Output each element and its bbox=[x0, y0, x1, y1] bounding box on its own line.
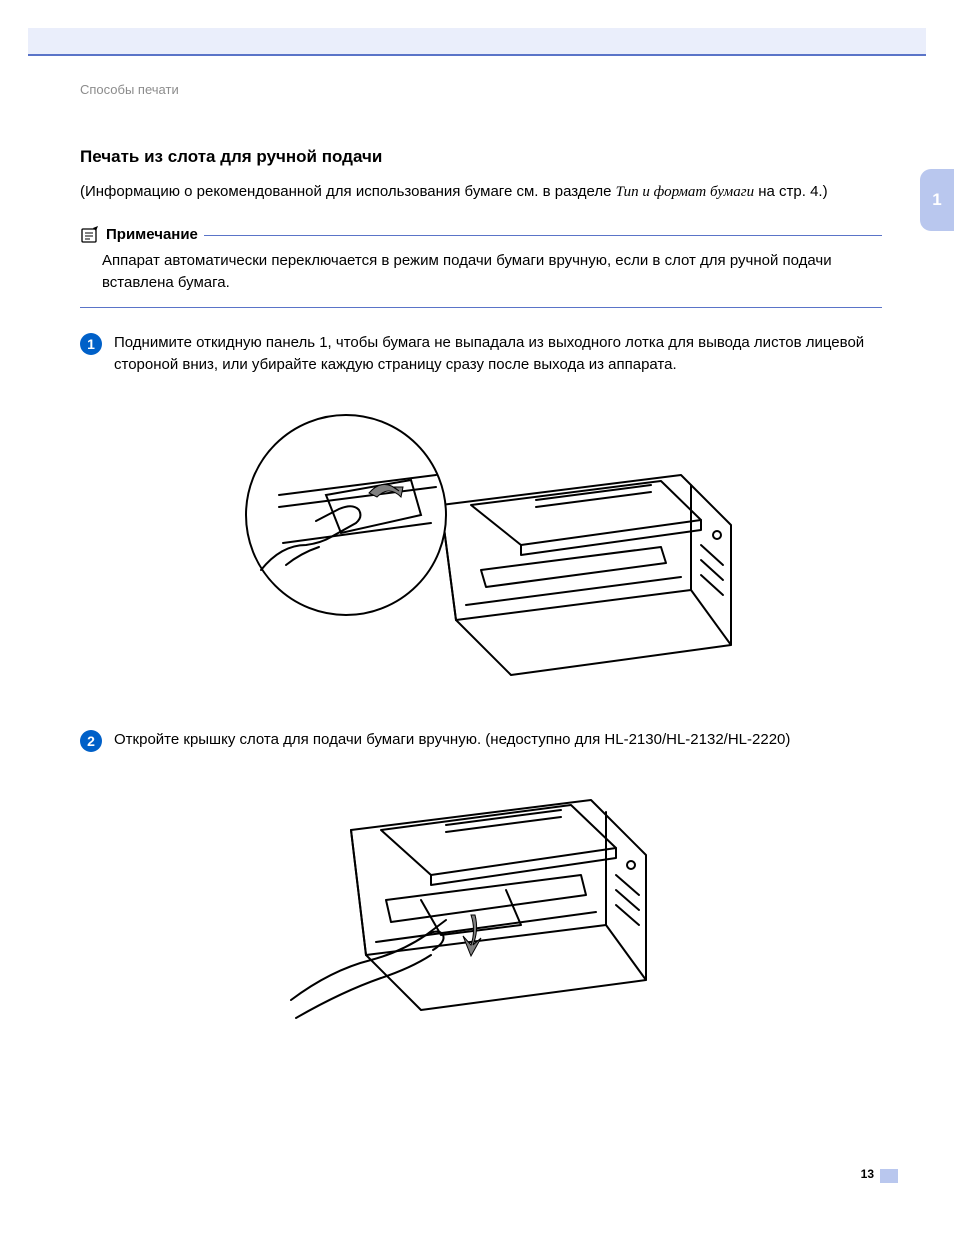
note-block: Примечание Аппарат автоматически переклю… bbox=[80, 226, 882, 308]
note-icon bbox=[80, 226, 100, 244]
chapter-number: 1 bbox=[932, 190, 941, 210]
step-1: 1 Поднимите откидную панель 1, чтобы бум… bbox=[80, 332, 882, 377]
intro-paragraph: (Информацию о рекомендованной для исполь… bbox=[80, 181, 882, 204]
step-text-1: Поднимите откидную панель 1, чтобы бумаг… bbox=[114, 332, 882, 377]
step-bullet-1: 1 bbox=[80, 333, 102, 355]
page-top-band bbox=[28, 28, 926, 56]
breadcrumb: Способы печати bbox=[80, 82, 882, 97]
page-content: Способы печати Печать из слота для ручно… bbox=[80, 82, 882, 1050]
step-number-1: 1 bbox=[87, 336, 95, 352]
note-rule-bottom bbox=[80, 307, 882, 308]
page-number-marker bbox=[880, 1169, 898, 1183]
note-label: Примечание bbox=[106, 226, 198, 243]
figure-2 bbox=[80, 770, 882, 1050]
chapter-tab: 1 bbox=[920, 169, 954, 231]
step-number-2: 2 bbox=[87, 733, 95, 749]
intro-prefix: (Информацию о рекомендованной для исполь… bbox=[80, 183, 616, 200]
note-rule-top bbox=[204, 235, 882, 236]
page-number: 13 bbox=[861, 1167, 874, 1181]
section-title: Печать из слота для ручной подачи bbox=[80, 147, 882, 167]
intro-link[interactable]: Тип и формат бумаги bbox=[616, 184, 754, 200]
note-body: Аппарат автоматически переключается в ре… bbox=[80, 246, 882, 303]
step-bullet-2: 2 bbox=[80, 730, 102, 752]
figure-1 bbox=[80, 395, 882, 705]
step-text-2: Откройте крышку слота для подачи бумаги … bbox=[114, 729, 882, 752]
intro-suffix: на стр. 4.) bbox=[754, 183, 828, 200]
step-2: 2 Откройте крышку слота для подачи бумаг… bbox=[80, 729, 882, 752]
